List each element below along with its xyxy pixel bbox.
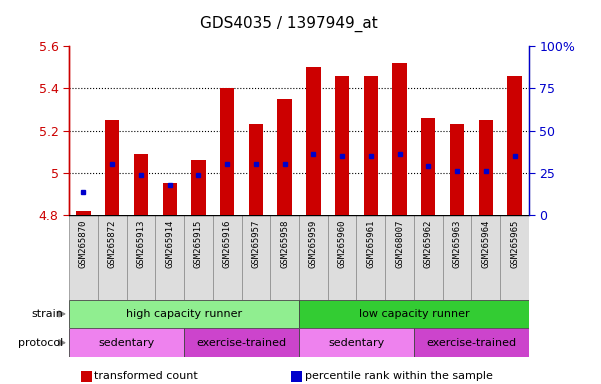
Text: GSM265957: GSM265957	[251, 219, 260, 268]
Text: sedentary: sedentary	[99, 338, 154, 348]
Bar	[335, 76, 349, 215]
Text: percentile rank within the sample: percentile rank within the sample	[305, 371, 493, 381]
Bar	[278, 99, 292, 215]
Bar	[76, 211, 91, 215]
Text: low capacity runner: low capacity runner	[359, 309, 469, 319]
Text: protocol: protocol	[18, 338, 63, 348]
Bar	[421, 118, 436, 215]
Bar	[69, 328, 184, 357]
Text: exercise-trained: exercise-trained	[197, 338, 287, 348]
Bar	[184, 215, 213, 300]
Text: sedentary: sedentary	[328, 338, 385, 348]
Bar	[191, 160, 206, 215]
Text: exercise-trained: exercise-trained	[426, 338, 516, 348]
Bar	[356, 215, 385, 300]
Text: GDS4035 / 1397949_at: GDS4035 / 1397949_at	[200, 15, 377, 31]
Bar	[213, 215, 242, 300]
Bar	[220, 88, 234, 215]
Text: GSM268007: GSM268007	[395, 219, 404, 268]
Bar	[127, 215, 155, 300]
Text: GSM265965: GSM265965	[510, 219, 519, 268]
Text: GSM265962: GSM265962	[424, 219, 433, 268]
Bar	[299, 215, 328, 300]
Text: GSM265960: GSM265960	[338, 219, 347, 268]
Bar	[414, 328, 529, 357]
Bar	[299, 300, 529, 328]
Text: high capacity runner: high capacity runner	[126, 309, 242, 319]
Bar	[478, 120, 493, 215]
Text: GSM265872: GSM265872	[108, 219, 117, 268]
Bar	[414, 215, 443, 300]
Bar	[242, 215, 270, 300]
Bar	[249, 124, 263, 215]
Text: GSM265961: GSM265961	[367, 219, 376, 268]
Text: GSM265914: GSM265914	[165, 219, 174, 268]
Bar	[134, 154, 148, 215]
Bar	[385, 215, 414, 300]
Text: GSM265959: GSM265959	[309, 219, 318, 268]
Bar	[105, 120, 120, 215]
Text: strain: strain	[31, 309, 63, 319]
Bar	[392, 63, 407, 215]
Text: GSM265870: GSM265870	[79, 219, 88, 268]
Bar	[500, 215, 529, 300]
Text: GSM265913: GSM265913	[136, 219, 145, 268]
Bar	[69, 300, 299, 328]
Bar	[299, 328, 414, 357]
Text: transformed count: transformed count	[94, 371, 198, 381]
Text: GSM265958: GSM265958	[280, 219, 289, 268]
Bar	[270, 215, 299, 300]
Bar	[507, 76, 522, 215]
Text: GSM265963: GSM265963	[453, 219, 462, 268]
Bar	[155, 215, 184, 300]
Text: GSM265915: GSM265915	[194, 219, 203, 268]
Bar	[184, 328, 299, 357]
Bar	[471, 215, 500, 300]
Bar	[306, 67, 320, 215]
Text: GSM265916: GSM265916	[222, 219, 231, 268]
Bar	[328, 215, 356, 300]
Bar	[364, 76, 378, 215]
Bar	[450, 124, 464, 215]
Bar	[98, 215, 127, 300]
Bar	[443, 215, 471, 300]
Text: GSM265964: GSM265964	[481, 219, 490, 268]
Bar	[69, 215, 98, 300]
Bar	[162, 183, 177, 215]
